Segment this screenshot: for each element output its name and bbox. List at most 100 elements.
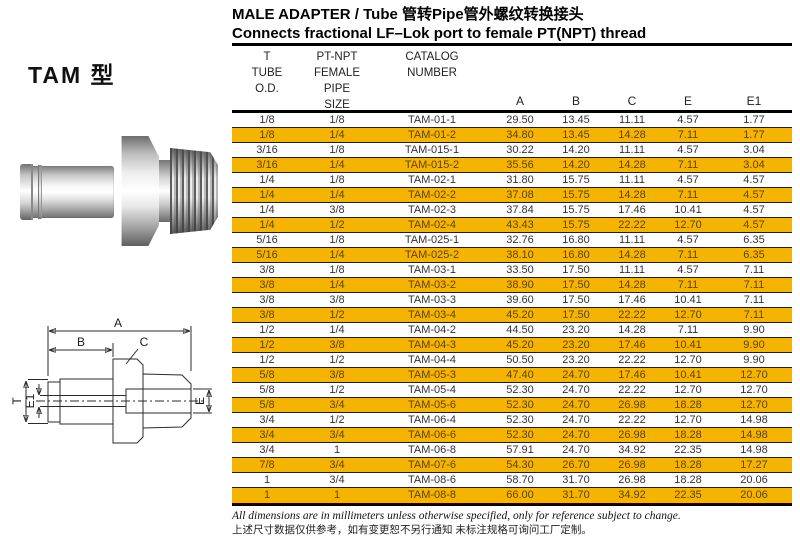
dim-b-cell: 13.45 xyxy=(562,114,590,126)
pipe-size-cell: 1/8 xyxy=(329,174,345,186)
dim-a-cell: 38.90 xyxy=(506,279,534,291)
product-title: MALE ADAPTER / Tube 管转Pipe管外螺纹转换接头 xyxy=(232,6,584,23)
pipe-size-cell: 3/4 xyxy=(329,474,345,486)
dim-a-cell: 50.50 xyxy=(506,354,534,366)
dim-a-cell: 31.80 xyxy=(506,174,534,186)
diagram-thread xyxy=(142,373,192,429)
tube-od-cell: 5/16 xyxy=(256,234,278,246)
table-row: 1/4 1/8 TAM-02-1 31.80 15.75 11.11 4.57 4.57 xyxy=(232,173,792,188)
pipe-size-cell: 1/4 xyxy=(329,249,345,261)
catalog-number-cell: TAM-04-2 xyxy=(407,324,457,336)
dim-b-cell: 14.20 xyxy=(562,159,590,171)
dim-c-cell: 11.11 xyxy=(619,174,645,186)
pipe-size-cell: 1/4 xyxy=(329,129,345,141)
table-row: 5/16 1/4 TAM-025-2 38.10 16.80 14.28 7.11 6.35 xyxy=(232,248,792,263)
dim-a-cell: 37.84 xyxy=(506,204,534,216)
catalog-number-cell: TAM-02-4 xyxy=(407,219,457,231)
dim-a-cell: 66.00 xyxy=(506,489,534,501)
dim-c-cell: 22.22 xyxy=(618,384,646,396)
catalog-number-cell: TAM-08-6 xyxy=(407,474,457,486)
dim-b-cell: 15.75 xyxy=(562,204,590,216)
header-line: CATALOG xyxy=(405,51,459,63)
tube-od-cell: 3/4 xyxy=(259,414,275,426)
header-dim-e: E xyxy=(683,94,692,108)
pipe-size-cell: 1/8 xyxy=(329,144,345,156)
header-dim-a: A xyxy=(515,94,524,108)
dim-a-cell: 58.70 xyxy=(506,474,534,486)
tube-od-cell: 5/8 xyxy=(259,399,275,411)
dim-e1-cell: 12.70 xyxy=(740,399,768,411)
tube-od-cell: 1/2 xyxy=(259,339,275,351)
dim-label-e: E xyxy=(193,397,207,405)
table-row: 5/8 3/4 TAM-05-6 52.30 24.70 26.98 18.28 12.70 xyxy=(232,398,792,413)
header-line: SIZE xyxy=(324,99,350,111)
dim-a-cell: 52.30 xyxy=(506,429,534,441)
dim-e-cell: 12.70 xyxy=(674,219,702,231)
dim-a-cell: 57.91 xyxy=(506,444,534,456)
table-row: 3/16 1/8 TAM-015-1 30.22 14.20 11.11 4.57 3.04 xyxy=(232,143,792,158)
dim-c-cell: 22.22 xyxy=(618,219,646,231)
dim-c-cell: 22.22 xyxy=(618,354,646,366)
catalog-number-cell: TAM-02-1 xyxy=(407,174,457,186)
dim-e1-cell: 4.57 xyxy=(743,189,765,201)
dim-a-cell: 39.60 xyxy=(506,294,534,306)
header-line: TUBE xyxy=(251,67,283,79)
dim-c-cell: 17.46 xyxy=(618,204,646,216)
dim-c-cell: 11.11 xyxy=(619,264,645,276)
dim-e1-cell: 14.98 xyxy=(740,414,768,426)
dim-a-cell: 45.20 xyxy=(506,339,534,351)
dim-c-cell: 26.98 xyxy=(618,474,646,486)
dim-e1-cell: 20.06 xyxy=(740,474,768,486)
dim-e-cell: 4.57 xyxy=(677,144,699,156)
pipe-size-cell: 1/2 xyxy=(329,354,345,366)
dim-e-cell: 7.11 xyxy=(677,129,699,141)
dim-label-b: B xyxy=(77,335,85,349)
catalog-number-cell: TAM-05-3 xyxy=(407,369,457,381)
catalog-number-cell: TAM-07-6 xyxy=(407,459,457,471)
table-row: 3/4 1/2 TAM-06-4 52.30 24.70 22.22 12.70 14.98 xyxy=(232,413,792,428)
table-row: 1/2 1/4 TAM-04-2 44.50 23.20 14.28 7.11 9.90 xyxy=(232,323,792,338)
dim-a-cell: 47.40 xyxy=(506,369,534,381)
tube-od-cell: 3/8 xyxy=(259,264,275,276)
dim-b-cell: 15.75 xyxy=(562,174,590,186)
table-row: 5/16 1/8 TAM-025-1 32.76 16.80 11.11 4.57 6.35 xyxy=(232,233,792,248)
dim-e1-cell: 7.11 xyxy=(743,294,765,306)
dim-e-cell: 18.28 xyxy=(674,459,702,471)
tube-od-cell: 5/16 xyxy=(256,249,278,261)
table-row: 5/8 1/2 TAM-05-4 52.30 24.70 22.22 12.70 12.70 xyxy=(232,383,792,398)
catalog-number-cell: TAM-03-4 xyxy=(407,309,457,321)
dim-b-cell: 23.20 xyxy=(562,354,590,366)
table-header: T TUBE O.D. PT-NPT FEMALE PIPE SIZE CATA… xyxy=(232,43,792,113)
dim-e1-cell: 4.57 xyxy=(743,204,765,216)
catalog-number-cell: TAM-01-1 xyxy=(407,114,457,126)
table-row: 1/2 1/2 TAM-04-4 50.50 23.20 22.22 12.70 9.90 xyxy=(232,353,792,368)
header-pipe-size: PT-NPT FEMALE PIPE SIZE xyxy=(302,46,372,111)
dim-e1-cell: 1.77 xyxy=(743,129,765,141)
dim-b-cell: 24.70 xyxy=(562,369,590,381)
dim-label-t: T xyxy=(10,397,24,405)
table-row: 1/8 1/4 TAM-01-2 34.80 13.45 14.28 7.11 1.77 xyxy=(232,128,792,143)
dim-b-cell: 31.70 xyxy=(562,474,590,486)
dim-e1-cell: 7.11 xyxy=(743,264,765,276)
dim-b-cell: 24.70 xyxy=(562,399,590,411)
table-row: 3/8 3/8 TAM-03-3 39.60 17.50 17.46 10.41 7.11 xyxy=(232,293,792,308)
tube-od-cell: 1/4 xyxy=(259,174,275,186)
table-row: 1 1 TAM-08-8 66.00 31.70 34.92 22.35 20.06 xyxy=(232,488,792,503)
dim-b-cell: 16.80 xyxy=(562,249,590,261)
tube-od-cell: 3/8 xyxy=(259,294,275,306)
dim-e1-cell: 9.90 xyxy=(743,339,765,351)
dim-c-cell: 11.11 xyxy=(619,144,645,156)
dim-c-cell: 14.28 xyxy=(618,249,646,261)
dim-b-cell: 15.75 xyxy=(562,189,590,201)
dim-a-cell: 38.10 xyxy=(506,249,534,261)
dim-c-cell: 17.46 xyxy=(618,339,646,351)
pipe-size-cell: 1/4 xyxy=(329,159,345,171)
dim-e-cell: 12.70 xyxy=(674,354,702,366)
table-row: 5/8 3/8 TAM-05-3 47.40 24.70 17.46 10.41 12.70 xyxy=(232,368,792,383)
dim-e-cell: 18.28 xyxy=(674,474,702,486)
footnote-chinese: 上述尺寸数据仅供参考，如有变更恕不另行通知 未标注规格可询问工厂定制。 xyxy=(232,524,592,536)
dimension-diagram: A B C T E1 E xyxy=(10,316,220,444)
dim-b-cell: 26.70 xyxy=(562,459,590,471)
tube-end-cap xyxy=(20,164,33,220)
